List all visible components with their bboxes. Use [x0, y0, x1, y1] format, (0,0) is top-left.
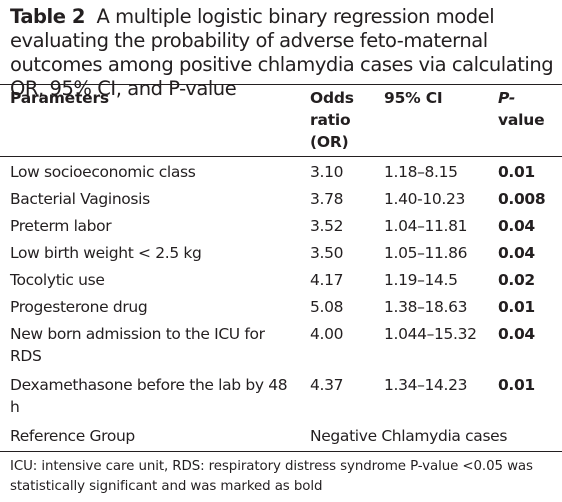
cell-ci: 1.40-10.23 [384, 190, 465, 208]
cell-p: 0.02 [498, 271, 535, 289]
cell-or: 3.10 [310, 163, 344, 181]
cell-or: 3.52 [310, 217, 344, 235]
cell-p: 0.01 [498, 163, 535, 181]
header-p-line1: P- [498, 89, 516, 107]
cell-or: 5.08 [310, 298, 344, 316]
header-odds-ratio: Odds ratio (OR) [310, 87, 354, 153]
top-rule [0, 84, 562, 85]
cell-parameter: Bacterial Vaginosis [10, 190, 150, 208]
header-ci: 95% CI [384, 89, 443, 107]
cell-ci: 1.38–18.63 [384, 298, 468, 316]
header-p-value: P- value [498, 87, 545, 131]
cell-p: 0.01 [498, 298, 535, 316]
cell-ci: 1.05–11.86 [384, 244, 468, 262]
header-or-line1: Odds [310, 89, 354, 107]
caption-text: A multiple logistic binary regression mo… [10, 5, 554, 100]
cell-ci: 1.04–11.81 [384, 217, 468, 235]
reference-value: Negative Chlamydia cases [310, 427, 508, 445]
header-or-line3: (OR) [310, 133, 349, 151]
cell-or: 3.78 [310, 190, 344, 208]
header-or-line2: ratio [310, 111, 351, 129]
bottom-rule [0, 451, 562, 452]
cell-ci: 1.18–8.15 [384, 163, 458, 181]
cell-p: 0.04 [498, 325, 535, 343]
cell-parameter: New born admission to the ICU for RDS [10, 325, 265, 365]
cell-ci: 1.044–15.32 [384, 325, 477, 343]
cell-parameter: Preterm labor [10, 217, 112, 235]
header-parameters: Parameters [10, 89, 109, 107]
cell-p: 0.008 [498, 190, 546, 208]
cell-parameter: Low socioeconomic class [10, 163, 196, 181]
cell-ci: 1.19–14.5 [384, 271, 458, 289]
header-rule [0, 156, 562, 157]
cell-p: 0.04 [498, 244, 535, 262]
table-footnote: ICU: intensive care unit, RDS: respirato… [10, 459, 533, 494]
table-label: Table 2 [10, 5, 86, 28]
cell-parameter: Dexamethasone before the lab by 48 h [10, 376, 288, 416]
cell-or: 4.00 [310, 325, 344, 343]
reference-label: Reference Group [10, 427, 135, 445]
cell-ci: 1.34–14.23 [384, 376, 468, 394]
cell-or: 4.17 [310, 271, 344, 289]
cell-or: 3.50 [310, 244, 344, 262]
table-caption: Table 2 A multiple logistic binary regre… [10, 5, 558, 101]
cell-parameter: Progesterone drug [10, 298, 148, 316]
cell-p: 0.04 [498, 217, 535, 235]
cell-parameter: Tocolytic use [10, 271, 105, 289]
cell-p: 0.01 [498, 376, 535, 394]
header-p-line2: value [498, 111, 545, 129]
cell-or: 4.37 [310, 376, 344, 394]
cell-parameter: Low birth weight < 2.5 kg [10, 244, 202, 262]
